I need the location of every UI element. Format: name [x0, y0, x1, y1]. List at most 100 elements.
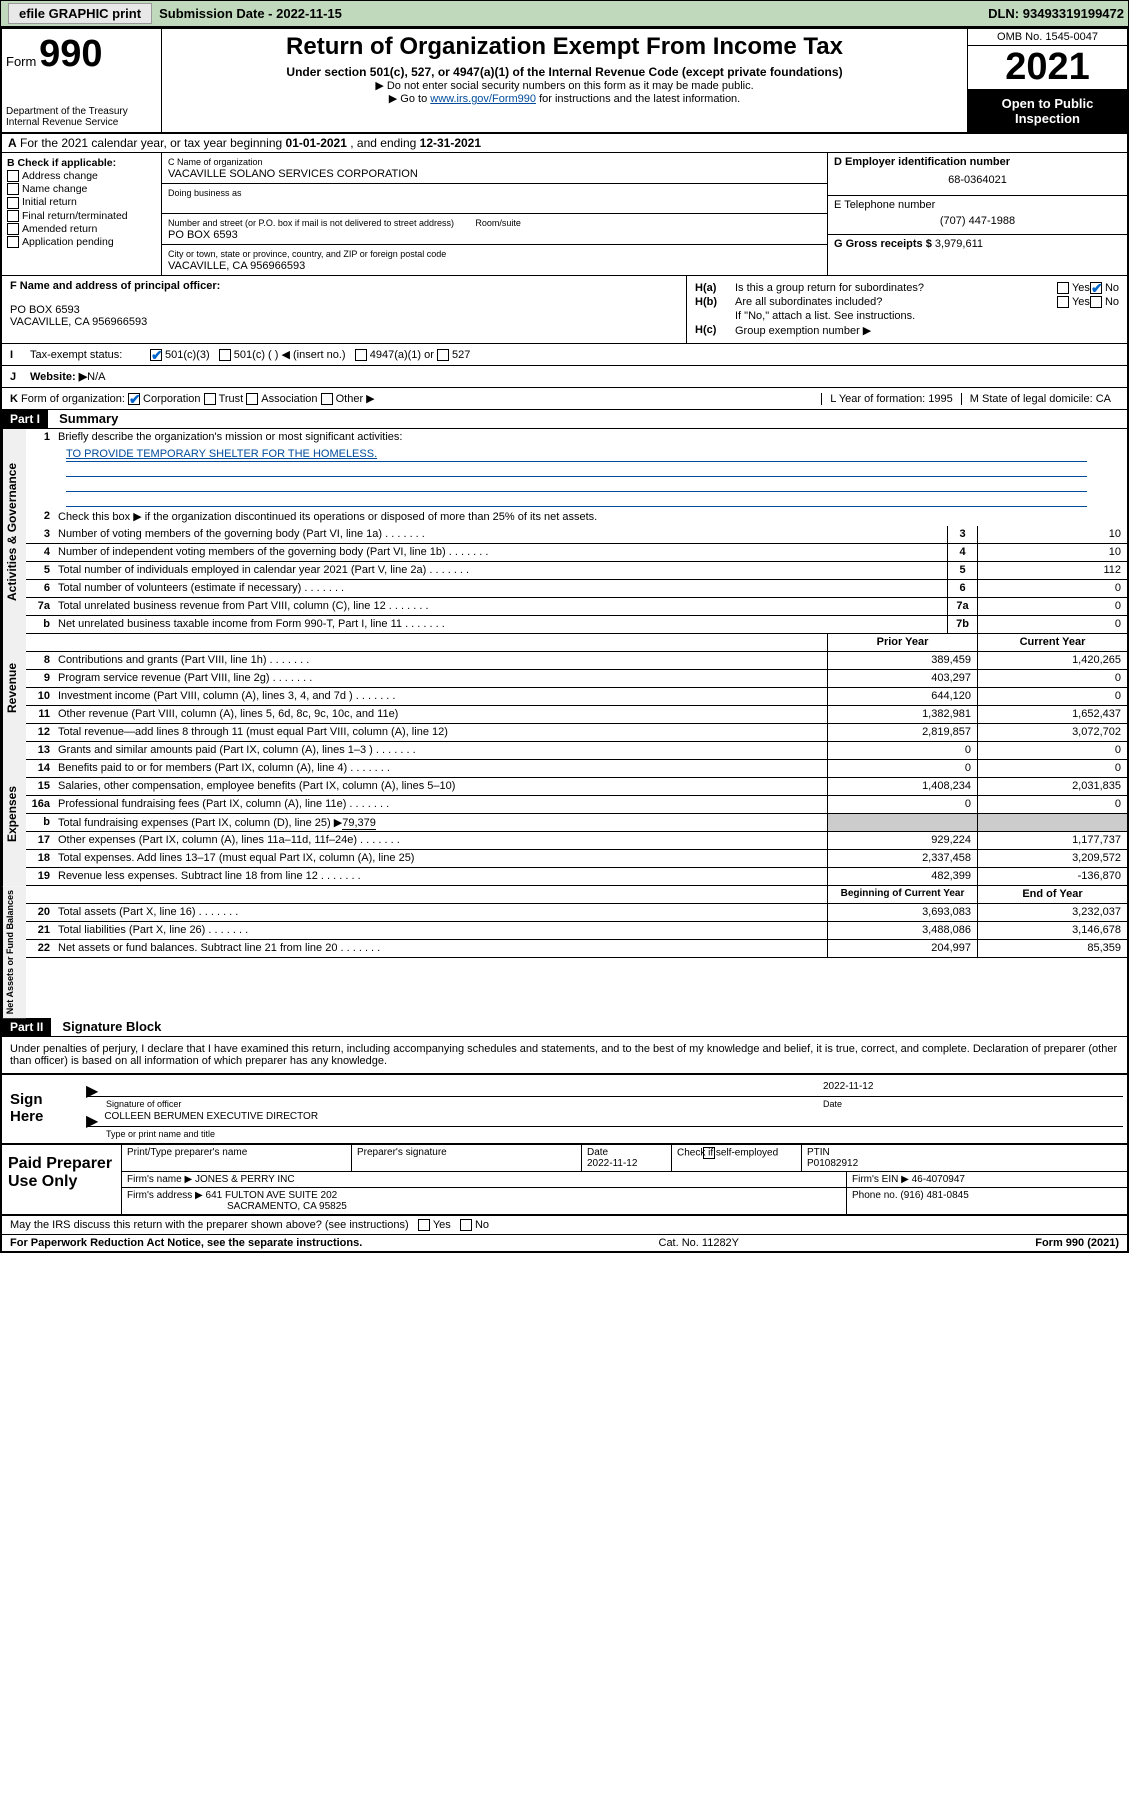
open-inspection: Open to Public Inspection — [968, 90, 1127, 132]
gross-lbl: G Gross receipts $ — [834, 238, 935, 250]
officer-addr2: VACAVILLE, CA 956966593 — [10, 316, 678, 328]
hb-yes[interactable] — [1057, 296, 1069, 308]
irs-link[interactable]: www.irs.gov/Form990 — [430, 93, 536, 105]
firm-name: JONES & PERRY INC — [195, 1174, 295, 1185]
col-b: B Check if applicable: Address change Na… — [2, 153, 162, 275]
form-number: 990 — [39, 33, 102, 75]
bcy-hdr: Beginning of Current Year — [827, 886, 977, 903]
org-addr: PO BOX 6593 — [168, 229, 238, 241]
footer: For Paperwork Reduction Act Notice, see … — [2, 1235, 1127, 1251]
state-domicile: M State of legal domicile: CA — [961, 393, 1119, 405]
firm-phone: (916) 481-0845 — [900, 1190, 968, 1201]
cb-name[interactable] — [7, 183, 19, 195]
col-f: F Name and address of principal officer:… — [2, 276, 687, 343]
form-subtitle: Under section 501(c), 527, or 4947(a)(1)… — [170, 65, 959, 79]
part1-bar: Part I — [2, 410, 48, 428]
l3-text: Number of voting members of the governin… — [58, 528, 382, 540]
ha-yes[interactable] — [1057, 282, 1069, 294]
officer-addr1: PO BOX 6593 — [10, 304, 678, 316]
irs-discuss-row: May the IRS discuss this return with the… — [2, 1216, 1127, 1235]
dln-label: DLN: 93493319199472 — [988, 6, 1124, 21]
section-bc: B Check if applicable: Address change Na… — [2, 153, 1127, 276]
revenue-section: Revenue Prior YearCurrent Year 8Contribu… — [2, 634, 1127, 742]
cb-initial[interactable] — [7, 197, 19, 209]
cat-no: Cat. No. 11282Y — [362, 1237, 1035, 1249]
expenses-section: Expenses 13Grants and similar amounts pa… — [2, 742, 1127, 886]
header-right: OMB No. 1545-0047 2021 Open to Public In… — [967, 29, 1127, 132]
dba-lbl: Doing business as — [168, 188, 242, 198]
cb-pending[interactable] — [7, 236, 19, 248]
k-assoc[interactable] — [246, 393, 258, 405]
vtab-rev: Revenue — [2, 634, 26, 742]
org-name: VACAVILLE SOLANO SERVICES CORPORATION — [168, 168, 418, 180]
firm-addr2: SACRAMENTO, CA 95825 — [127, 1201, 347, 1212]
firm-ein: 46-4070947 — [912, 1174, 965, 1185]
room-lbl: Room/suite — [475, 218, 521, 228]
sig-date: 2022-11-12 — [823, 1081, 1123, 1096]
i-501c[interactable] — [219, 349, 231, 361]
v3: 10 — [977, 526, 1127, 543]
addr-lbl: Number and street (or P.O. box if mail i… — [168, 218, 454, 228]
cb-final[interactable] — [7, 210, 19, 222]
firm-addr1: 641 FULTON AVE SUITE 202 — [206, 1190, 338, 1201]
prep-date: 2022-11-12 — [587, 1158, 637, 1169]
discuss-yes[interactable] — [418, 1219, 430, 1231]
vtab-exp: Expenses — [2, 742, 26, 886]
col-d: D Employer identification number68-03640… — [827, 153, 1127, 275]
form-page: Form 990 Department of the Treasury Inte… — [0, 27, 1129, 1253]
ptin: P01082912 — [807, 1158, 858, 1169]
form-title: Return of Organization Exempt From Incom… — [170, 33, 959, 61]
mission-text: TO PROVIDE TEMPORARY SHELTER FOR THE HOM… — [66, 448, 1087, 462]
tax-year: 2021 — [968, 46, 1127, 90]
top-toolbar: efile GRAPHIC print Submission Date - 20… — [0, 0, 1129, 27]
l2-text: Check this box ▶ if the organization dis… — [58, 511, 597, 523]
k-other[interactable] — [321, 393, 333, 405]
row-k: K Form of organization: Corporation Trus… — [2, 388, 1127, 410]
tel-val: (707) 447-1988 — [834, 211, 1121, 231]
ha-no[interactable] — [1090, 282, 1102, 294]
row-j: J Website: ▶ N/A — [2, 366, 1127, 388]
self-emp-cb[interactable] — [703, 1147, 715, 1159]
part2-title: Signature Block — [54, 1019, 161, 1034]
org-city: VACAVILLE, CA 956966593 — [168, 260, 305, 272]
l1-text: Briefly describe the organization's miss… — [54, 429, 1127, 447]
paperwork-notice: For Paperwork Reduction Act Notice, see … — [10, 1237, 362, 1249]
gross-val: 3,979,611 — [935, 238, 983, 250]
dept-label: Department of the Treasury — [6, 106, 157, 117]
cb-address[interactable] — [7, 170, 19, 182]
part2-header: Part II Signature Block — [2, 1018, 1127, 1037]
form-prefix: Form — [6, 54, 36, 69]
header-center: Return of Organization Exempt From Incom… — [162, 29, 967, 132]
fundraising-val: 79,379 — [342, 817, 376, 830]
row-i: I Tax-exempt status: 501(c)(3) 501(c) ( … — [2, 344, 1127, 366]
prep-h4: Check if self-employed — [677, 1148, 778, 1159]
part2-bar: Part II — [2, 1018, 51, 1036]
officer-name: COLLEEN BERUMEN EXECUTIVE DIRECTOR — [104, 1111, 318, 1126]
cb-amended[interactable] — [7, 223, 19, 235]
year-formation: L Year of formation: 1995 — [821, 393, 961, 405]
sig-date-lbl: Date — [823, 1099, 1123, 1109]
f-lbl: F Name and address of principal officer: — [10, 280, 220, 292]
prep-h1: Print/Type preparer's name — [122, 1145, 352, 1171]
i-501c3[interactable] — [150, 349, 162, 361]
city-lbl: City or town, state or province, country… — [168, 249, 446, 259]
k-trust[interactable] — [204, 393, 216, 405]
ein-val: 68-0364021 — [834, 168, 1121, 192]
prior-year-hdr: Prior Year — [827, 634, 977, 651]
i-4947[interactable] — [355, 349, 367, 361]
discuss-no[interactable] — [460, 1219, 472, 1231]
tel-lbl: E Telephone number — [834, 199, 935, 211]
form-ref: Form 990 (2021) — [1035, 1237, 1119, 1249]
k-corp[interactable] — [128, 393, 140, 405]
hb-no[interactable] — [1090, 296, 1102, 308]
subdate-label: Submission Date - 2022-11-15 — [159, 6, 342, 21]
sign-here-lbl: Sign Here — [2, 1075, 82, 1143]
efile-button[interactable]: efile GRAPHIC print — [8, 3, 152, 24]
note-ssn: ▶ Do not enter social security numbers o… — [170, 79, 959, 92]
declaration-text: Under penalties of perjury, I declare th… — [2, 1037, 1127, 1075]
i-527[interactable] — [437, 349, 449, 361]
vtab-net: Net Assets or Fund Balances — [2, 886, 26, 1018]
sig-officer-lbl: Signature of officer — [86, 1099, 823, 1109]
netassets-section: Net Assets or Fund Balances Beginning of… — [2, 886, 1127, 1018]
omb-label: OMB No. 1545-0047 — [968, 29, 1127, 46]
